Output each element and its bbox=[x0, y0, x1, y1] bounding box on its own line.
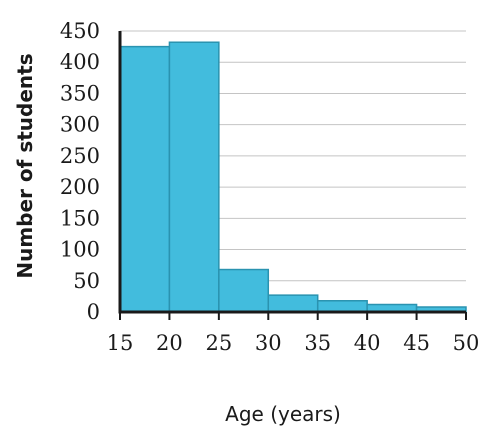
y-tick-label: 250 bbox=[60, 144, 100, 168]
y-tick-label: 50 bbox=[73, 269, 100, 293]
x-tick-label: 30 bbox=[255, 331, 282, 355]
axes bbox=[118, 31, 466, 314]
x-tick-label: 35 bbox=[304, 331, 331, 355]
bar bbox=[119, 45, 171, 313]
x-tick-label: 40 bbox=[354, 331, 381, 355]
y-tick-label: 150 bbox=[60, 206, 100, 230]
x-tick-label: 50 bbox=[453, 331, 480, 355]
y-tick-label: 200 bbox=[60, 175, 100, 199]
y-axis-title: Number of students bbox=[13, 53, 37, 278]
x-axis-title: Age (years) bbox=[225, 402, 341, 426]
y-tick-label: 400 bbox=[60, 50, 100, 74]
bar bbox=[168, 41, 220, 313]
bar bbox=[218, 268, 270, 313]
x-tick-label: 45 bbox=[403, 331, 430, 355]
y-tick-label: 300 bbox=[60, 113, 100, 137]
bars bbox=[119, 41, 467, 313]
x-tick-label: 15 bbox=[107, 331, 134, 355]
y-tick-label: 450 bbox=[60, 19, 100, 43]
y-tick-label: 100 bbox=[60, 238, 100, 262]
x-tick-label: 20 bbox=[156, 331, 183, 355]
x-tick-label: 25 bbox=[205, 331, 232, 355]
x-tick-labels: 15 20 25 30 35 40 45 50 bbox=[107, 312, 480, 355]
y-tick-label: 0 bbox=[87, 300, 100, 324]
y-tick-label: 350 bbox=[60, 81, 100, 105]
bar bbox=[316, 300, 368, 313]
y-tick-labels: 0 50 100 150 200 250 300 350 400 450 bbox=[60, 19, 100, 324]
bar bbox=[267, 294, 319, 313]
